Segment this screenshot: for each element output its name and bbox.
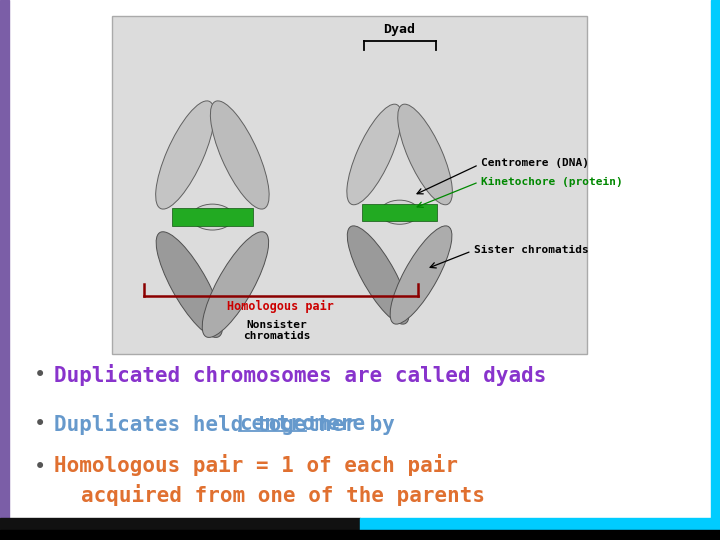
Text: Centromere (DNA): Centromere (DNA) (481, 158, 589, 168)
Ellipse shape (202, 232, 269, 338)
Bar (711, 0, 720, 540)
Bar (0, 530, 720, 540)
Ellipse shape (390, 226, 452, 324)
Text: •: • (33, 365, 46, 386)
Text: Sister chromatids: Sister chromatids (474, 245, 588, 255)
Bar (360, 518, 720, 530)
Bar (172, 208, 253, 226)
Ellipse shape (192, 204, 233, 230)
Text: Kinetochore (protein): Kinetochore (protein) (481, 177, 623, 187)
Ellipse shape (397, 104, 452, 205)
Ellipse shape (347, 104, 402, 205)
Text: Dyad: Dyad (384, 23, 415, 36)
Text: Nonsister
chromatids: Nonsister chromatids (243, 320, 311, 341)
Ellipse shape (156, 232, 222, 338)
Bar (362, 204, 437, 221)
Text: Duplicates held together by: Duplicates held together by (54, 413, 408, 435)
Bar (0, 518, 360, 530)
Text: Homologous pair: Homologous pair (228, 300, 334, 313)
Text: •: • (33, 414, 46, 434)
Ellipse shape (210, 101, 269, 209)
FancyBboxPatch shape (112, 16, 587, 354)
Text: acquired from one of the parents: acquired from one of the parents (81, 484, 485, 506)
Bar (0, 0, 9, 540)
Ellipse shape (156, 101, 215, 209)
Ellipse shape (380, 200, 419, 224)
Text: Homologous pair = 1 of each pair: Homologous pair = 1 of each pair (54, 455, 458, 476)
Text: Duplicated chromosomes are called dyads: Duplicated chromosomes are called dyads (54, 364, 546, 386)
Ellipse shape (347, 226, 409, 324)
Text: centromere: centromere (240, 414, 366, 434)
Text: •: • (33, 457, 46, 477)
